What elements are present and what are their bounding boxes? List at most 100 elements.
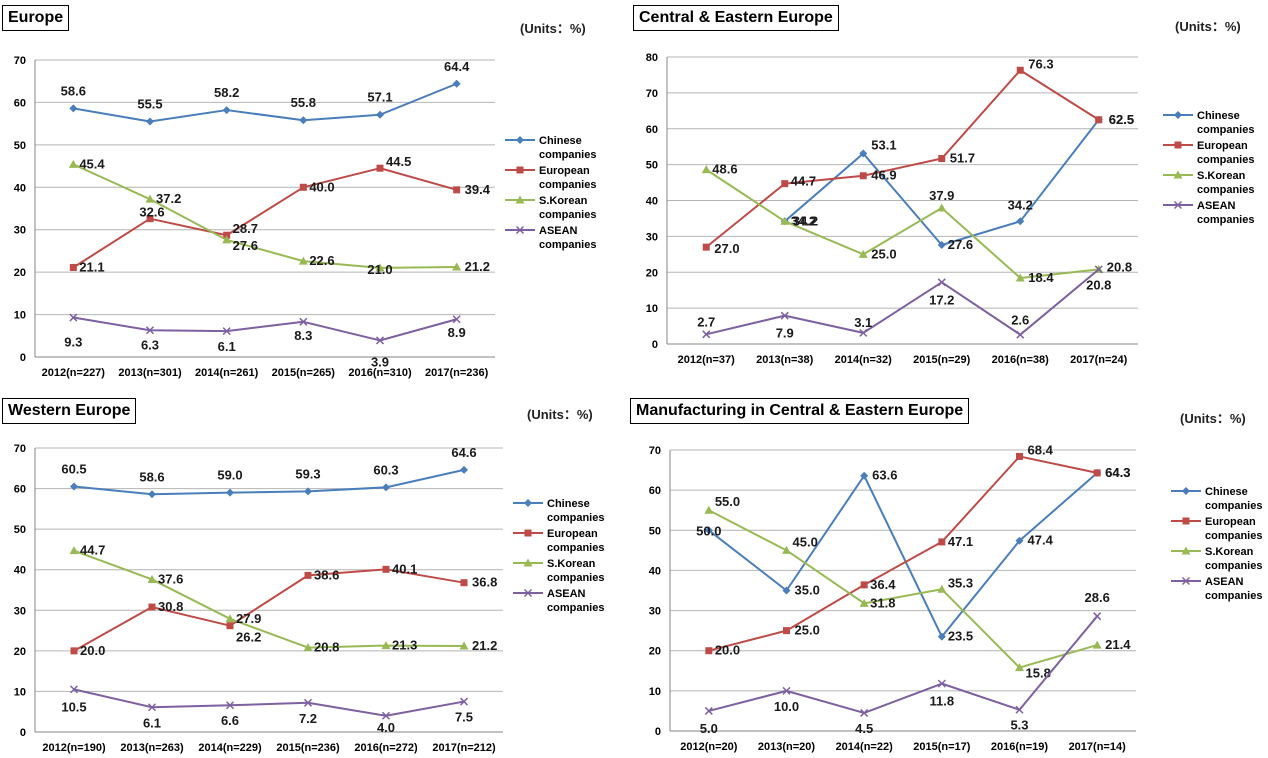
series-skorean [69,546,469,652]
data-point [452,262,462,271]
data-point [225,701,235,710]
legend-label: ASEAN companies [547,588,604,614]
data-point [225,614,235,623]
line-chart-central-eastern-europe: 0 10 20 30 40 50 60 70 80 2012(n=37) 2013(n=38) 201… [646,52,1255,366]
legend-label: European companies [547,528,604,554]
y-tick-label: 40 [14,182,26,194]
data-label: 64.3 [1105,465,1130,480]
legend-entry: Chinese companies [1171,486,1262,512]
legend-marker [515,195,525,204]
units-label: (Units：%) [520,21,586,36]
data-point [1016,330,1025,339]
data-point [937,278,946,287]
legend-marker [1174,141,1182,149]
data-point [459,641,469,650]
data-point [147,703,157,712]
y-tick-label: 50 [646,160,658,172]
y-tick-label: 30 [14,605,26,617]
data-point [780,216,790,225]
x-tick-label: 2013(n=301) [118,367,182,379]
y-tick-label: 70 [646,88,658,100]
data-point [783,627,790,635]
data-point [782,586,791,595]
series-line [72,163,457,269]
legend-entry: European companies [1171,516,1262,542]
legend-marker [1174,111,1182,119]
data-point [381,641,391,650]
legend-label: European companies [1197,140,1254,166]
data-label: 58.2 [214,85,239,100]
legend-marker [515,225,525,235]
y-tick-label: 60 [649,485,661,497]
x-tick-label: 2016(n=38) [992,354,1050,366]
data-label: 35.0 [795,583,820,598]
data-label: 45.4 [79,156,105,171]
data-label: 40.1 [392,561,417,576]
legend-marker [524,529,532,537]
x-tick-label: 2015(n=236) [276,742,340,754]
data-label: 51.7 [950,151,975,166]
y-tick-label: 0 [20,727,26,739]
data-label: 21.2 [472,638,497,653]
data-point [937,679,946,688]
data-label: 15.8 [1026,666,1051,681]
x-tick-label: 2017(n=212) [432,742,496,754]
data-label: 21.4 [1105,637,1131,652]
data-label: 40.0 [309,179,334,194]
data-label: 45.0 [793,534,818,549]
data-label: 30.8 [158,599,183,614]
data-point [937,632,946,641]
data-point [375,263,385,272]
data-point [704,505,714,514]
legend-label: European companies [1205,516,1262,542]
data-label: 59.3 [295,466,320,481]
data-label: 63.6 [872,468,897,483]
x-tick-label: 2017(n=14) [1069,741,1127,753]
y-tick-label: 50 [14,524,26,536]
y-tick-label: 60 [646,124,658,136]
legend-label: ASEAN companies [539,225,596,251]
data-label: 20.0 [80,643,105,658]
data-point [70,482,78,491]
line-chart-manufacturing-cee: 0 10 20 30 40 50 60 70 2012(n=20) 2013(n=20) 2014(… [649,442,1263,753]
data-label: 47.4 [1028,533,1054,548]
legend-marker [1182,517,1190,525]
data-point [1093,469,1101,477]
data-point [298,256,308,265]
data-label: 2.7 [697,314,715,329]
legend-entry: European companies [513,528,604,554]
data-point [299,317,308,326]
legend-label: S.Korean companies [539,195,596,221]
y-tick-label: 70 [14,443,26,455]
data-label: 7.2 [299,711,317,726]
x-tick-label: 2014(n=229) [198,742,262,754]
data-point [1016,66,1024,74]
data-label: 39.4 [465,182,491,197]
legend-entry: ASEAN companies [505,225,596,251]
data-point [1092,640,1102,649]
data-label: 58.6 [61,83,86,98]
data-point [303,698,313,707]
data-point [704,706,713,715]
data-label: 27.6 [948,237,973,252]
series-skorean [704,505,1102,672]
legend-entry: S.Korean companies [1163,170,1254,196]
chart-panel-europe: Europe (Units：%) 0 10 20 30 40 50 60 70 2012(n=2… [0,0,630,390]
data-label: 23.5 [948,629,973,644]
y-tick-label: 30 [646,231,658,243]
data-label: 27.9 [236,611,261,626]
y-tick-label: 60 [14,97,26,109]
series-chinese [704,468,1102,641]
y-tick-label: 10 [14,686,26,698]
data-point [146,215,154,223]
data-label: 53.1 [871,138,896,153]
data-label: 17.2 [929,292,954,307]
legend-marker [524,499,532,507]
legend-marker [516,136,524,144]
y-tick-label: 60 [14,484,26,496]
data-point [859,328,868,337]
data-point [860,581,868,589]
data-point [702,330,711,339]
units-label: (Units：%) [1180,411,1246,426]
x-tick-label: 2012(n=37) [678,354,736,366]
